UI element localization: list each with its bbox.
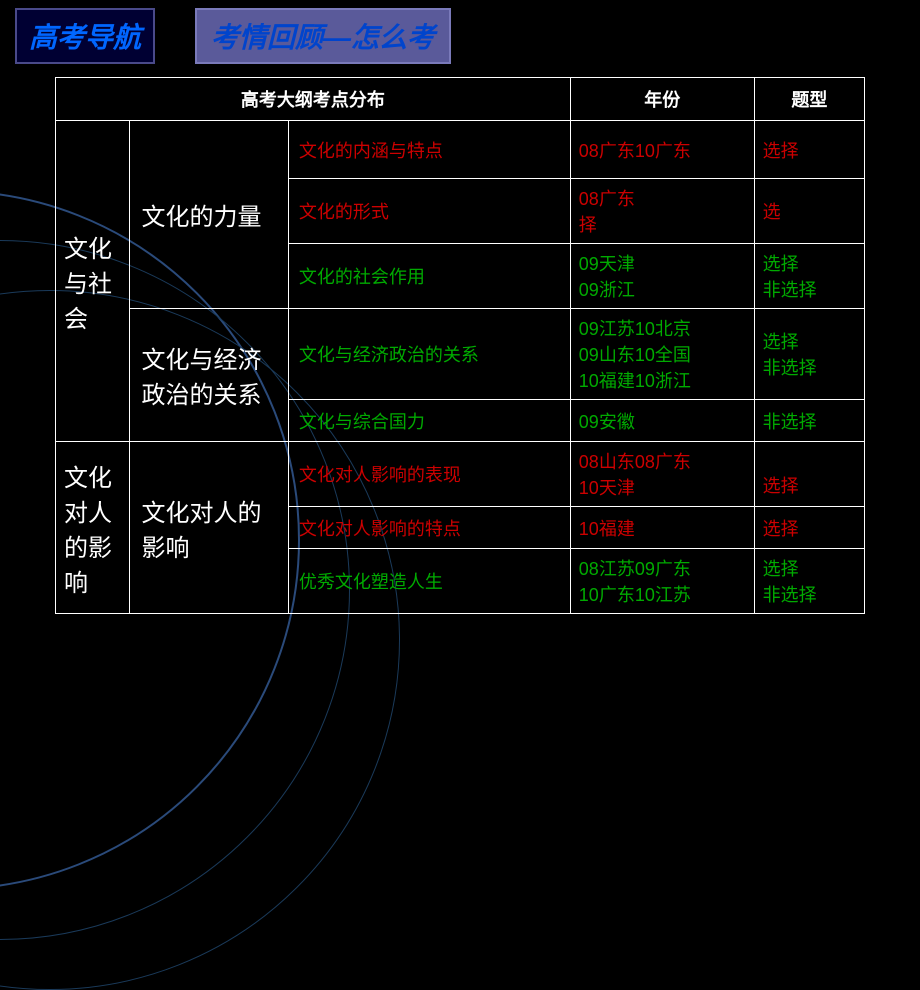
table-row: 文化与经济政治的关系 文化与经济政治的关系 09江苏10北京09山东10全国10… <box>56 309 865 400</box>
topic-cell: 文化的内涵与特点 <box>288 121 570 179</box>
table-header-row: 高考大纲考点分布 年份 题型 <box>56 78 865 121</box>
cat1-text: 文化对人的影响 <box>64 465 112 597</box>
type-cell: 选择非选择 <box>754 309 864 400</box>
type-cell: 选择非选择 <box>754 549 864 614</box>
year-cell: 08山东08广东10天津 <box>570 442 754 507</box>
type-cell: 非选择 <box>754 400 864 442</box>
topic-cell: 文化与经济政治的关系 <box>288 309 570 400</box>
year-cell: 08江苏09广东10广东10江苏 <box>570 549 754 614</box>
header-year: 年份 <box>570 78 754 121</box>
topic-cell: 文化对人影响的特点 <box>288 507 570 549</box>
table-row: 文化对人的影响 文化对人的影响 文化对人影响的表现 08山东08广东10天津 选… <box>56 442 865 507</box>
header-main: 高考大纲考点分布 <box>56 78 571 121</box>
year-cell: 09江苏10北京09山东10全国10福建10浙江 <box>570 309 754 400</box>
subtitle-box: 考情回顾—怎么考 <box>195 8 451 64</box>
year-cell: 08广东择 <box>570 179 754 244</box>
topic-cell: 文化与综合国力 <box>288 400 570 442</box>
subtitle: 考情回顾—怎么考 <box>211 22 435 53</box>
category-1: 文化对人的影响 <box>56 442 130 614</box>
nav-title-box: 高考导航 <box>15 8 155 64</box>
category-2: 文化对人的影响 <box>129 442 288 614</box>
type-cell: 选择 <box>754 442 864 507</box>
header-type: 题型 <box>754 78 864 121</box>
cat2-text: 文化与经济政治的关系 <box>142 347 262 409</box>
nav-title: 高考导航 <box>29 22 141 53</box>
table-row: 文化与社会 文化的力量 文化的内涵与特点 08广东10广东 选择 <box>56 121 865 179</box>
year-cell: 09天津09浙江 <box>570 244 754 309</box>
category-2: 文化与经济政治的关系 <box>129 309 288 442</box>
year-cell: 09安徽 <box>570 400 754 442</box>
type-cell: 选择 <box>754 507 864 549</box>
topic-cell: 文化对人影响的表现 <box>288 442 570 507</box>
cat2-text: 文化的力量 <box>142 204 262 231</box>
year-cell: 08广东10广东 <box>570 121 754 179</box>
type-cell: 选 <box>754 179 864 244</box>
cat1-text: 文化与社会 <box>64 236 112 333</box>
year-cell: 10福建 <box>570 507 754 549</box>
exam-table-container: 高考大纲考点分布 年份 题型 文化与社会 文化的力量 文化的内涵与特点 08广东… <box>55 77 865 614</box>
header: 高考导航 考情回顾—怎么考 <box>0 0 920 72</box>
category-2: 文化的力量 <box>129 121 288 309</box>
topic-cell: 文化的形式 <box>288 179 570 244</box>
topic-cell: 优秀文化塑造人生 <box>288 549 570 614</box>
exam-table: 高考大纲考点分布 年份 题型 文化与社会 文化的力量 文化的内涵与特点 08广东… <box>55 77 865 614</box>
topic-cell: 文化的社会作用 <box>288 244 570 309</box>
cat2-text: 文化对人的影响 <box>142 500 262 562</box>
type-cell: 选择 <box>754 121 864 179</box>
type-cell: 选择非选择 <box>754 244 864 309</box>
category-1: 文化与社会 <box>56 121 130 442</box>
